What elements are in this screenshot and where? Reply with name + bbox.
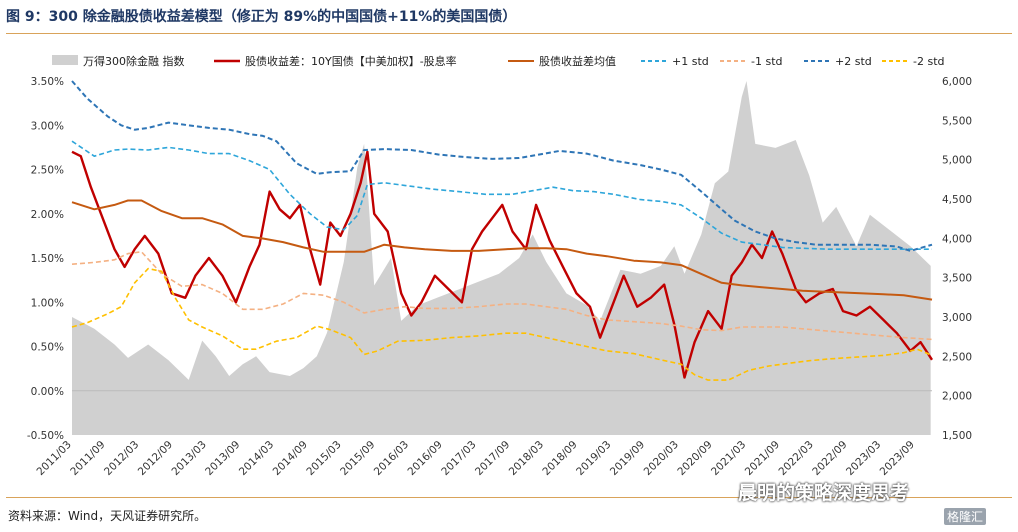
x-tick: 2023/03: [844, 439, 883, 478]
x-tick: 2012/03: [102, 439, 141, 478]
x-tick: 2016/09: [406, 439, 445, 478]
x-tick: 2022/09: [810, 439, 849, 478]
legend-label-m2: -2 std: [913, 55, 945, 68]
legend: 万得300除金融 指数 股债收益差：10Y国债【中美加权】-股息率 股债收益差均值 +…: [52, 54, 945, 68]
x-tick: 2015/03: [304, 439, 343, 478]
y-left-tick: 1.00%: [31, 297, 64, 309]
x-tick: 2011/03: [35, 439, 74, 478]
top-rule: [6, 33, 1012, 34]
x-tick: 2022/03: [777, 439, 816, 478]
x-tick: 2023/09: [878, 439, 917, 478]
source-note: 资料来源：Wind，天风证券研究所。: [8, 509, 207, 523]
y-right-tick: 2,000: [942, 391, 972, 403]
index-area: [72, 81, 931, 435]
x-tick: 2017/09: [473, 439, 512, 478]
y-left-tick: 2.00%: [31, 209, 64, 221]
watermark-brand: 格隆汇: [944, 508, 987, 525]
legend-label-spread: 股债收益差：10Y国债【中美加权】-股息率: [245, 54, 457, 68]
series-line-m2: [71, 267, 933, 381]
x-tick: 2013/09: [203, 439, 242, 478]
figure-title: 图 9：300 除金融股债收益差模型（修正为 89%的中国国债+11%的美国国债…: [6, 9, 517, 25]
x-tick: 2018/09: [540, 439, 579, 478]
legend-label-p2: +2 std: [835, 55, 872, 68]
y-right-tick: 5,500: [942, 115, 972, 127]
series-line-mean: [71, 199, 933, 301]
y-right-tick: 4,000: [942, 233, 972, 245]
x-tick: 2014/09: [271, 439, 310, 478]
y-right-tick: 2,500: [942, 351, 972, 363]
x-tick: 2020/09: [675, 439, 714, 478]
chart-svg: 3.50% 3.00% 2.50% 2.00% 1.50% 1.00% 0.50% 0.00%…: [27, 54, 972, 478]
x-tick: 2013/03: [169, 439, 208, 478]
watermark: 晨明的策略深度思考: [738, 482, 910, 504]
x-tick: 2021/03: [709, 439, 748, 478]
y-right-tick: 3,000: [942, 312, 972, 324]
legend-label-mean: 股债收益差均值: [539, 54, 616, 68]
y-left-tick: 2.50%: [31, 165, 64, 177]
y-right-tick: 6,000: [942, 76, 972, 88]
y-left-tick: -0.50%: [27, 430, 64, 442]
legend-label-index: 万得300除金融 指数: [83, 54, 185, 68]
legend-label-m1: -1 std: [751, 55, 783, 68]
series-line-p1: [71, 140, 932, 250]
y-right-tick: 1,500: [942, 430, 972, 442]
y-left-tick: 1.50%: [31, 253, 64, 265]
x-tick: 2021/09: [743, 439, 782, 478]
bottom-rule: [6, 497, 1012, 498]
x-tick: 2016/03: [372, 439, 411, 478]
y-right-tick: 4,500: [942, 194, 972, 206]
line-layer: [71, 80, 934, 381]
x-tick: 2015/09: [338, 439, 377, 478]
legend-swatch-index: [52, 55, 78, 65]
x-tick: 2011/09: [68, 439, 107, 478]
y-right-tick: 5,000: [942, 155, 972, 167]
x-tick: 2014/03: [237, 439, 276, 478]
legend-label-p1: +1 std: [672, 55, 709, 68]
index-area-layer: [72, 81, 931, 435]
y-right-tick: 3,500: [942, 273, 972, 285]
y-left-tick: 3.00%: [31, 120, 64, 132]
x-tick: 2019/09: [608, 439, 647, 478]
x-tick: 2020/03: [642, 439, 681, 478]
y-left-tick: 0.00%: [31, 386, 64, 398]
y-left-tick: 3.50%: [31, 76, 64, 88]
x-tick: 2012/09: [136, 439, 175, 478]
y-left-tick: 0.50%: [31, 342, 64, 354]
series-line-m1: [71, 251, 933, 341]
x-tick: 2019/03: [574, 439, 613, 478]
x-tick: 2018/03: [507, 439, 546, 478]
x-tick: 2017/03: [439, 439, 478, 478]
series-line-spread: [71, 150, 934, 379]
